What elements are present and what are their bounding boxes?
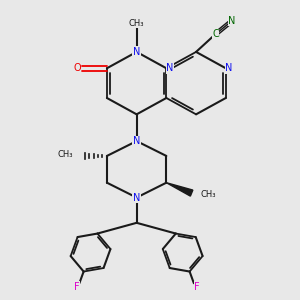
Text: CH₃: CH₃ [57,150,73,159]
Text: F: F [74,282,79,292]
Text: F: F [194,282,200,292]
Text: O: O [74,63,81,73]
Text: N: N [133,193,140,202]
Text: CH₃: CH₃ [129,19,144,28]
Polygon shape [166,183,193,196]
Text: CH₃: CH₃ [200,190,216,199]
Text: C: C [212,29,219,39]
Text: N: N [133,47,140,57]
Text: N: N [166,63,174,73]
Text: N: N [228,16,236,26]
Text: N: N [225,63,232,73]
Text: N: N [133,136,140,146]
